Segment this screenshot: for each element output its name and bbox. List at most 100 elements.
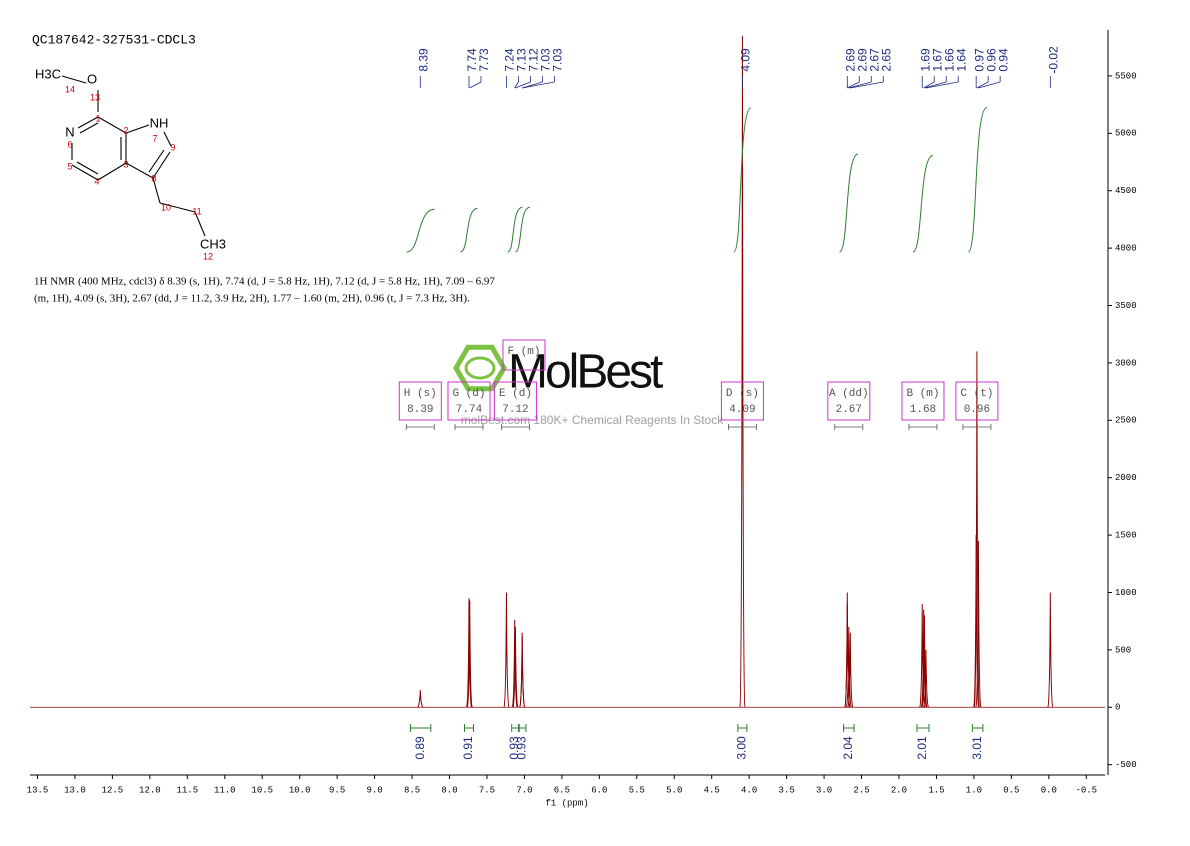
multiplet-range <box>405 424 435 430</box>
x-tick-label: 11.5 <box>177 785 199 795</box>
integral-label: 2.04 <box>841 736 855 760</box>
x-tick-label: 4.5 <box>704 785 720 795</box>
y-tick-label: 4000 <box>1115 243 1137 253</box>
integral-label: 0.93 <box>515 736 529 760</box>
x-tick-label: 5.5 <box>629 785 645 795</box>
peak-label-leader <box>978 76 1001 89</box>
multiplet-label: A (dd) <box>829 388 869 400</box>
atom-label: 11 <box>192 206 201 216</box>
description-line: 1H NMR (400 MHz, cdcl3) δ 8.39 (s, 1H), … <box>34 276 495 288</box>
x-tick-label: 9.0 <box>366 785 382 795</box>
peak-label: 7.03 <box>539 48 553 72</box>
peak-label-leader <box>515 76 531 89</box>
x-tick-label: 2.5 <box>853 785 869 795</box>
multiplet-range <box>962 424 992 430</box>
atom-label: 2 <box>123 125 128 135</box>
x-tick-label: 12.5 <box>102 785 124 795</box>
peak-label-leader <box>923 76 935 89</box>
x-tick-label: 13.5 <box>27 785 49 795</box>
atom-label: O <box>87 71 97 86</box>
peak-label: 1.67 <box>930 48 944 72</box>
integral-label: 0.93 <box>507 736 521 760</box>
peak-label: 0.97 <box>972 48 986 72</box>
atom-label: 14 <box>65 84 75 94</box>
peak-label: 7.03 <box>551 48 565 72</box>
peak-label-leader <box>924 76 947 89</box>
multiplet-label: F (m) <box>507 346 540 358</box>
peak-label: 4.09 <box>739 48 753 72</box>
x-tick-label: 10.0 <box>289 785 311 795</box>
multiplet-shift: 7.74 <box>456 404 483 416</box>
x-tick-label: -0.5 <box>1075 785 1097 795</box>
peak-label-leader <box>848 76 872 89</box>
y-tick-label: 1000 <box>1115 588 1137 598</box>
peak <box>519 636 526 708</box>
y-tick-label: 3500 <box>1115 301 1137 311</box>
peak-label-leader <box>514 76 519 89</box>
multiplet-shift: 4.09 <box>729 404 755 416</box>
x-tick-label: 6.0 <box>591 785 607 795</box>
peak-label: 2.69 <box>843 48 857 72</box>
peak <box>739 35 746 708</box>
multiplet-box <box>398 381 442 421</box>
integral-bracket <box>518 724 527 732</box>
atom-label: N <box>65 124 74 139</box>
integral-label: 2.01 <box>915 736 929 760</box>
peak <box>512 626 519 708</box>
description-line: (m, 1H), 4.09 (s, 3H), 2.67 (dd, J = 11.… <box>34 293 470 305</box>
multiplet-range <box>728 424 757 430</box>
atom-label: CH3 <box>200 236 226 251</box>
multiplet-box <box>447 381 491 421</box>
atom-label: 3 <box>123 159 128 169</box>
x-tick-label: 7.0 <box>516 785 532 795</box>
x-tick-label: 9.5 <box>329 785 345 795</box>
atom-label: H3C <box>35 66 61 81</box>
integral-bracket <box>843 724 855 732</box>
multiplet-label: D (s) <box>726 388 759 400</box>
integral-bracket <box>410 724 432 732</box>
y-tick-label: -500 <box>1115 760 1137 770</box>
integral-curve <box>507 206 523 253</box>
multiplet-range <box>454 424 484 430</box>
peak <box>1047 592 1054 708</box>
peak-label: 7.13 <box>515 48 529 72</box>
multiplet-shift: 0.96 <box>964 404 990 416</box>
peak <box>466 600 473 708</box>
atom-label: NH <box>150 115 169 130</box>
x-tick-label: 3.0 <box>816 785 832 795</box>
atom-label: 10 <box>161 202 171 212</box>
integral-curve <box>839 153 859 253</box>
integral-label: 0.91 <box>461 736 475 760</box>
integral-curve <box>912 155 934 253</box>
peak-label: 1.69 <box>918 48 932 72</box>
peak-label: 7.73 <box>477 48 491 72</box>
structure-bonds <box>61 75 206 237</box>
x-tick-label: 6.5 <box>554 785 570 795</box>
peak <box>466 598 472 708</box>
x-tick-label: 1.5 <box>928 785 944 795</box>
x-tick-label: 11.0 <box>214 785 236 795</box>
y-tick-label: 2000 <box>1115 473 1137 483</box>
x-tick-label: 4.0 <box>741 785 757 795</box>
x-tick-label: 1.0 <box>966 785 982 795</box>
peak <box>919 603 926 708</box>
y-tick-label: 5500 <box>1115 71 1137 81</box>
peak-label: 2.65 <box>879 48 893 72</box>
y-tick-label: 3000 <box>1115 358 1137 368</box>
atom-label: 6 <box>67 139 72 149</box>
x-tick-label: 7.5 <box>479 785 495 795</box>
integral-curve <box>514 206 531 253</box>
x-tick-label: 13.0 <box>64 785 86 795</box>
integral-label: 3.01 <box>970 736 984 760</box>
integral-curve <box>406 208 435 253</box>
peak-label-leader <box>925 76 959 89</box>
y-tick-label: 2500 <box>1115 416 1137 426</box>
x-tick-label: 2.0 <box>891 785 907 795</box>
peak <box>847 632 854 708</box>
multiplet-shift: 8.39 <box>407 404 433 416</box>
atom-label: 7 <box>152 133 157 143</box>
peak-label: 0.94 <box>996 48 1010 72</box>
atom-label: 9 <box>170 142 175 152</box>
peak-label: 0.96 <box>984 48 998 72</box>
